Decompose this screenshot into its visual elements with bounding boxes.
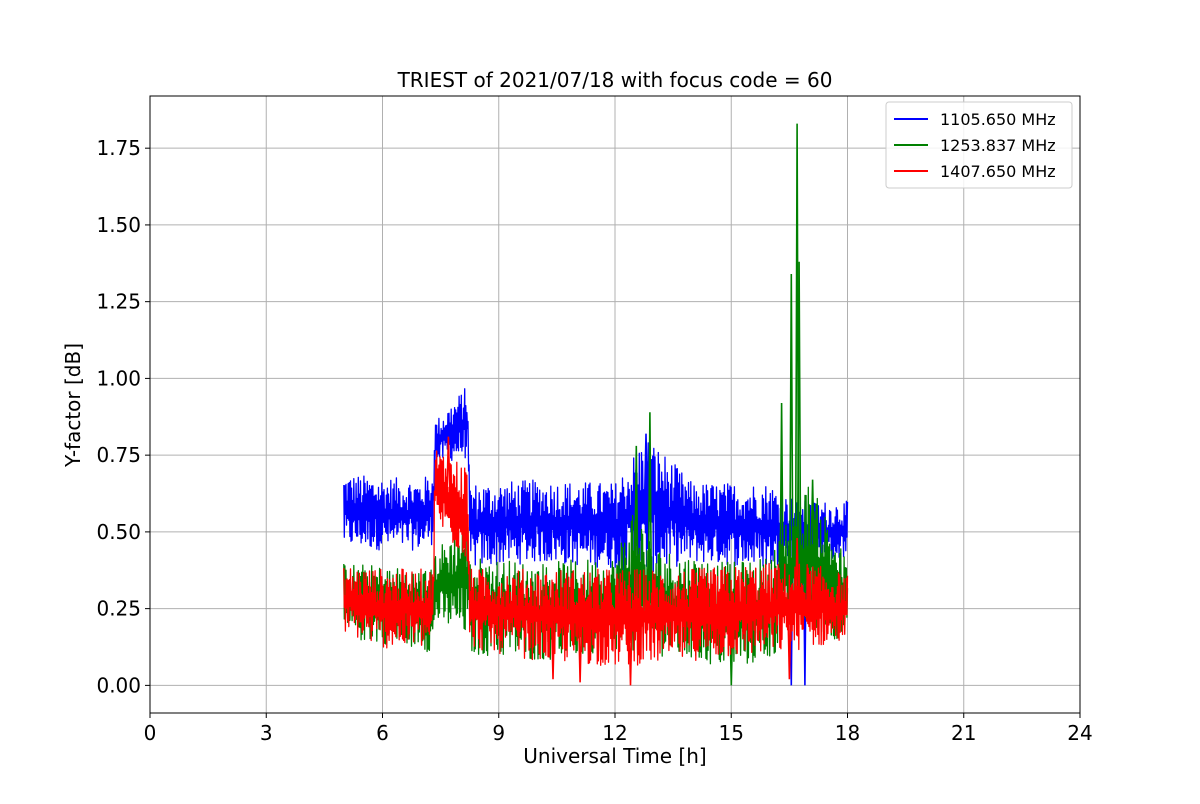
y-tick-label: 0.25 bbox=[96, 597, 141, 621]
y-tick-label: 1.25 bbox=[96, 290, 141, 314]
y-tick-label: 1.00 bbox=[96, 366, 141, 390]
x-tick-label: 24 bbox=[1067, 721, 1092, 745]
series-line-0 bbox=[343, 388, 849, 573]
series-spike bbox=[810, 479, 815, 559]
series-line-2 bbox=[343, 450, 849, 666]
series-spike bbox=[794, 537, 800, 607]
legend-label: 1253.837 MHz bbox=[940, 136, 1056, 155]
series-spike bbox=[647, 412, 653, 597]
series-layer bbox=[343, 123, 849, 686]
x-tick-label: 3 bbox=[260, 721, 273, 745]
series-spike bbox=[643, 433, 649, 505]
legend-label: 1105.650 MHz bbox=[940, 110, 1056, 129]
y-tick-label: 0.75 bbox=[96, 443, 141, 467]
x-tick-label: 6 bbox=[376, 721, 389, 745]
y-axis-label: Y-factor [dB] bbox=[61, 343, 85, 468]
y-tick-label: 0.00 bbox=[96, 673, 141, 697]
legend-label: 1407.650 MHz bbox=[940, 162, 1056, 181]
series-spike bbox=[779, 402, 784, 586]
x-tick-label: 18 bbox=[835, 721, 860, 745]
x-tick-label: 12 bbox=[602, 721, 627, 745]
series-spike bbox=[628, 617, 633, 686]
x-tick-label: 0 bbox=[144, 721, 157, 745]
y-tick-label: 0.50 bbox=[96, 520, 141, 544]
x-tick-label: 9 bbox=[492, 721, 505, 745]
series-spike bbox=[577, 616, 583, 683]
x-tick-label: 15 bbox=[719, 721, 744, 745]
series-line-1 bbox=[343, 486, 849, 665]
y-tick-label: 1.50 bbox=[96, 213, 141, 237]
x-tick-label: 21 bbox=[951, 721, 976, 745]
x-axis-label: Universal Time [h] bbox=[523, 744, 706, 768]
tick-layer: 0 3 6 9 12 15 18 21 24 0.00 0.25 0.50 0.75 1.00 1.25 1.… bbox=[96, 136, 1092, 745]
chart-title: TRIEST of 2021/07/18 with focus code = 6… bbox=[397, 68, 833, 92]
legend: 1105.650 MHz 1253.837 MHz 1407.650 MHz bbox=[885, 101, 1073, 189]
y-tick-label: 1.75 bbox=[96, 136, 141, 160]
series-spike bbox=[446, 436, 451, 498]
series-spike bbox=[787, 607, 792, 680]
series-spike bbox=[796, 261, 802, 564]
series-spike bbox=[789, 273, 794, 572]
series-spike bbox=[550, 615, 556, 680]
grid-layer bbox=[149, 96, 1081, 713]
series-spike bbox=[634, 445, 639, 581]
legend-box bbox=[885, 101, 1073, 189]
